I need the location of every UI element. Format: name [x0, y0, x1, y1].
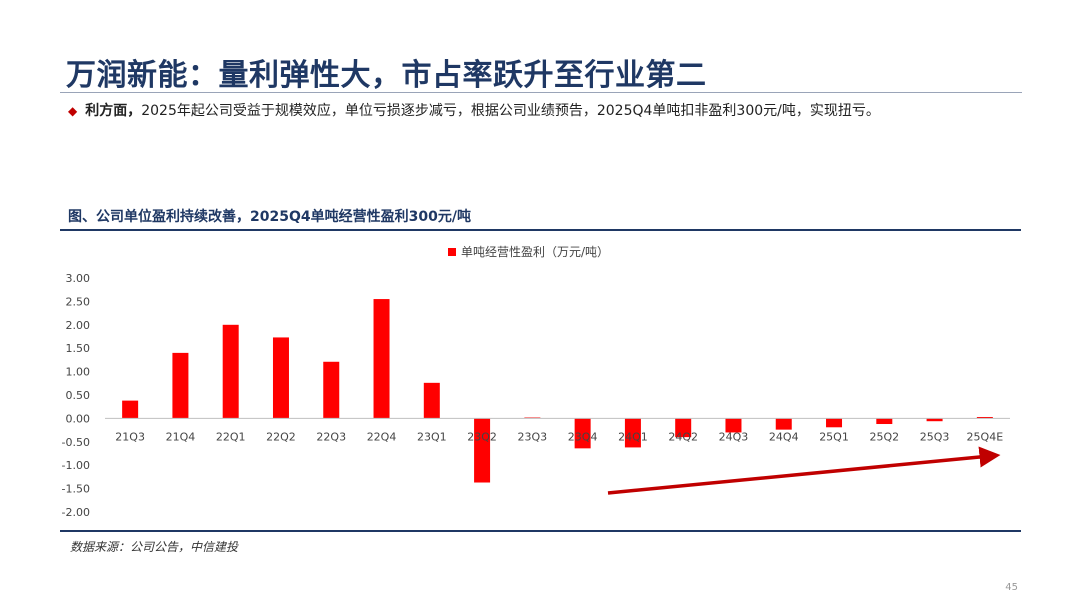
bar — [323, 361, 340, 419]
y-tick-label: 0.50 — [66, 389, 91, 402]
x-tick-label: 22Q2 — [266, 430, 296, 443]
bar — [675, 418, 692, 438]
y-tick-label: 3.00 — [66, 272, 91, 285]
bar — [272, 337, 289, 419]
bar — [474, 418, 491, 483]
y-tick-label: -1.50 — [62, 483, 90, 496]
bar — [222, 324, 239, 419]
x-tick-label: 24Q3 — [719, 430, 749, 443]
y-tick-label: 0.00 — [66, 412, 91, 425]
bar — [172, 352, 189, 419]
bullet-point: ◆ 利方面，2025年起公司受益于规模效应，单位亏损逐步减亏，根据公司业绩预告，2… — [68, 100, 880, 120]
x-tick-label: 22Q4 — [367, 430, 397, 443]
x-tick-label: 25Q2 — [869, 430, 899, 443]
bar — [122, 400, 139, 419]
x-tick-label: 21Q4 — [166, 430, 196, 443]
bar — [423, 382, 440, 419]
bar — [624, 418, 641, 448]
x-tick-label: 24Q1 — [618, 430, 648, 443]
figure-bottom-rule — [60, 530, 1021, 532]
x-tick-label: 25Q1 — [819, 430, 849, 443]
x-tick-label: 23Q3 — [518, 430, 548, 443]
y-tick-label: 2.50 — [66, 295, 91, 308]
x-tick-label: 23Q4 — [568, 430, 598, 443]
bullet-lead: 利方面， — [85, 103, 142, 119]
bar — [373, 299, 390, 419]
bar — [926, 418, 943, 422]
x-tick-label: 24Q4 — [769, 430, 799, 443]
legend-swatch — [448, 248, 456, 256]
bullet-text: 2025年起公司受益于规模效应，单位亏损逐步减亏，根据公司业绩预告，2025Q4… — [141, 103, 880, 119]
bar — [826, 418, 843, 428]
page-number: 45 — [1005, 582, 1018, 593]
bar — [775, 418, 792, 430]
bar — [574, 418, 591, 449]
y-tick-label: 2.00 — [66, 319, 91, 332]
diamond-bullet-icon: ◆ — [68, 104, 78, 118]
bar — [876, 418, 893, 425]
legend-label: 单吨经营性盈利（万元/吨） — [461, 245, 609, 259]
trend-arrow — [607, 446, 1001, 495]
y-tick-label: 1.50 — [66, 342, 91, 355]
data-source: 数据来源：公司公告，中信建投 — [70, 540, 239, 554]
figure-top-rule — [60, 229, 1021, 231]
bar-chart: 单吨经营性盈利（万元/吨） 3.00 2.50 2.00 1.50 1.00 0.50 0.0… — [62, 245, 1010, 519]
page-title: 万润新能：量利弹性大，市占率跃升至行业第二 — [66, 58, 707, 93]
x-tick-label: 23Q2 — [467, 430, 497, 443]
bar — [725, 418, 742, 433]
y-tick-label: -1.00 — [62, 459, 90, 472]
x-tick-label: 25Q4E — [967, 430, 1004, 443]
x-tick-label: 25Q3 — [920, 430, 950, 443]
title-divider — [60, 92, 1022, 93]
figure-title: 图、公司单位盈利持续改善，2025Q4单吨经营性盈利300元/吨 — [68, 209, 471, 225]
x-tick-label: 24Q2 — [668, 430, 698, 443]
y-tick-label: -0.50 — [62, 436, 90, 449]
x-tick-label: 23Q1 — [417, 430, 447, 443]
x-tick-label: 21Q3 — [115, 430, 145, 443]
y-tick-label: -2.00 — [62, 506, 90, 519]
bar — [976, 416, 993, 419]
y-tick-label: 1.00 — [66, 366, 91, 379]
x-tick-label: 22Q3 — [316, 430, 346, 443]
x-tick-label: 22Q1 — [216, 430, 246, 443]
